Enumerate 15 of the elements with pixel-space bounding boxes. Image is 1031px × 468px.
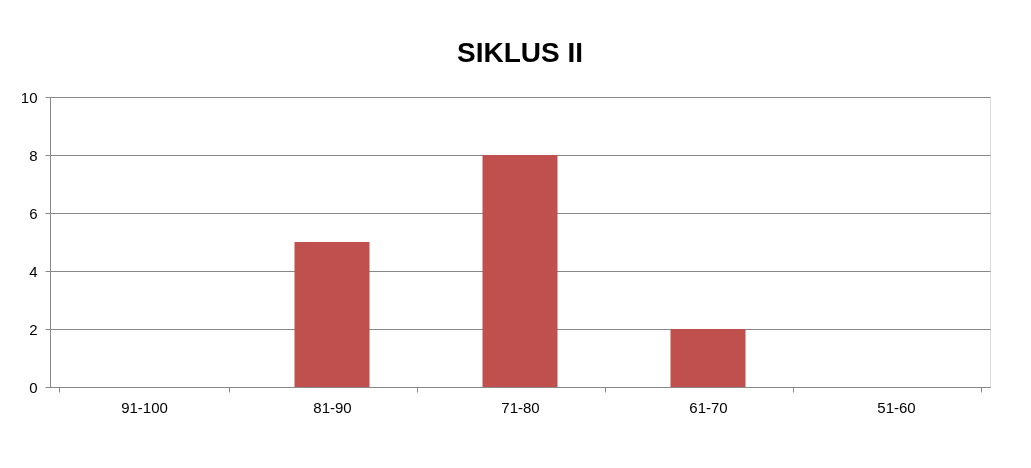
x-tick-label: 81-90: [313, 398, 352, 416]
x-tick-label: 71-80: [501, 398, 540, 416]
bar: [482, 155, 558, 387]
bar: [670, 329, 746, 387]
x-tick-label: 91-100: [121, 398, 168, 416]
y-tick-label: 6: [29, 204, 38, 222]
y-tick-label: 2: [29, 320, 38, 338]
bar: [294, 242, 370, 387]
chart-title: SIKLUS II: [456, 37, 584, 68]
y-tick-label: 8: [29, 146, 38, 164]
x-tick-label: 61-70: [689, 398, 728, 416]
y-tick-label: 10: [20, 88, 38, 106]
y-tick-label: 0: [29, 378, 38, 396]
x-tick-label: 51-60: [877, 398, 916, 416]
y-tick-label: 4: [29, 262, 38, 280]
